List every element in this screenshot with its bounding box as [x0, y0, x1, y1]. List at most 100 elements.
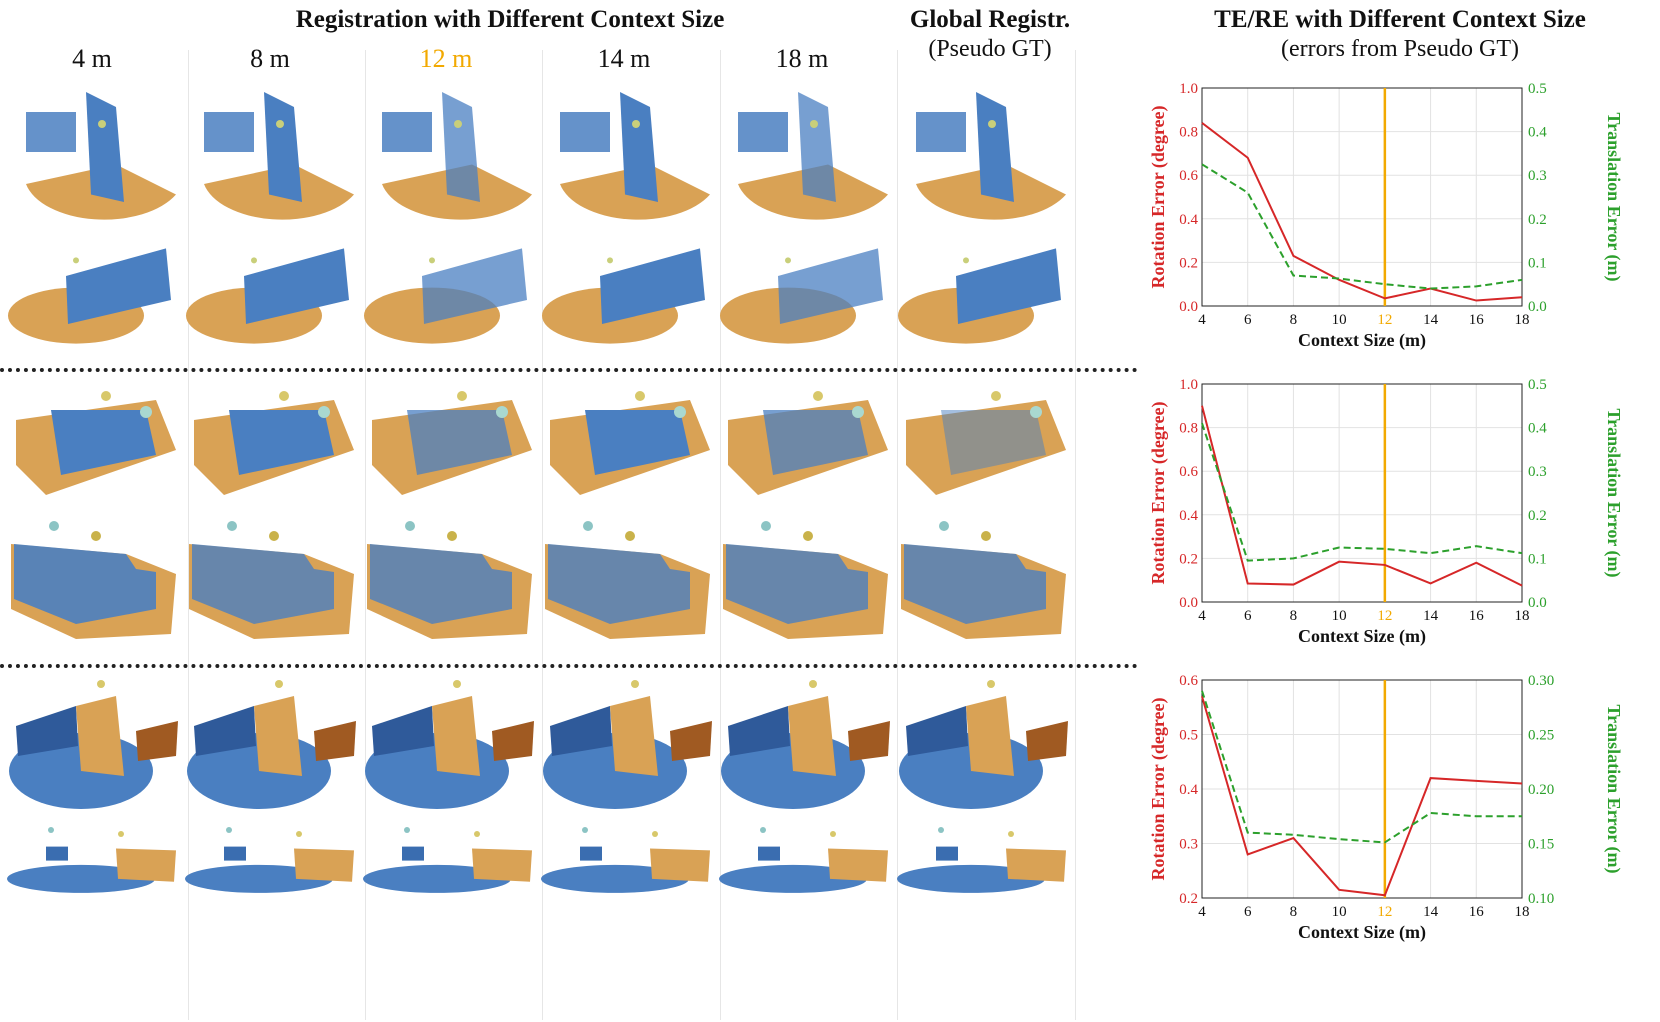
pointcloud-thumbnail-r5-c3 [362, 676, 538, 816]
x-tick-label: 6 [1244, 312, 1252, 328]
pointcloud-thumbnail-r3-c3 [362, 380, 538, 505]
plot-frame [1201, 383, 1523, 603]
pointcloud-thumbnail-r2-c5 [718, 234, 894, 354]
chart-panel-title: TE/RE with Different Context Size [1214, 6, 1586, 33]
column-header-14m: 14 m [597, 44, 651, 73]
pointcloud-thumbnail-r4-c3 [362, 514, 538, 644]
translation-error-line [1201, 422, 1523, 562]
pointcloud-thumbnail-r6-c4 [540, 820, 716, 915]
error-chart-2: 4 6 8 10 12 14 16 18 0.0 0.2 0.4 0.6 0.8 1.0 0.0 0.1 0.2… [1140, 374, 1660, 664]
x-tick-label: 4 [1198, 312, 1206, 328]
pointcloud-thumbnail-r4-c5 [718, 514, 894, 644]
chart-panel-subtitle: (errors from Pseudo GT) [1281, 36, 1519, 62]
pointcloud-thumbnail-r4-c4 [540, 514, 716, 644]
x-tick-label: 4 [1198, 904, 1206, 920]
pointcloud-thumbnail-r2-c6 [896, 234, 1072, 354]
right-tick-label: 0.2 [1528, 508, 1547, 524]
left-tick-label: 0.6 [1179, 168, 1198, 184]
translation-error-line [1201, 163, 1523, 290]
left-axis-label: Rotation Error (degree) [1148, 106, 1169, 289]
left-tick-label: 0.4 [1179, 212, 1198, 228]
right-tick-label: 0.1 [1528, 551, 1547, 567]
right-axis-label: Translation Error (m) [1603, 113, 1624, 282]
right-tick-label: 0.5 [1528, 377, 1547, 393]
error-chart-3: 4 6 8 10 12 14 16 18 0.2 0.3 0.4 0.5 0.6 0.10 0.15 0.20… [1140, 670, 1660, 960]
x-tick-label: 10 [1332, 904, 1347, 920]
pointcloud-thumbnail-r1-c1 [6, 82, 182, 232]
x-tick-label: 14 [1423, 608, 1439, 624]
right-axis-label: Translation Error (m) [1603, 705, 1624, 874]
rotation-error-line [1201, 122, 1523, 302]
left-tick-label: 0.2 [1179, 255, 1198, 271]
right-tick-label: 0.5 [1528, 81, 1547, 97]
x-tick-label: 16 [1469, 312, 1485, 328]
pointcloud-thumbnail-r3-c5 [718, 380, 894, 505]
row-separator-1 [0, 368, 1138, 372]
left-tick-label: 0.2 [1179, 551, 1198, 567]
right-tick-label: 0.3 [1528, 464, 1547, 480]
right-tick-label: 0.4 [1528, 125, 1547, 141]
pointcloud-thumbnail-r5-c5 [718, 676, 894, 816]
x-axis-label: Context Size (m) [1298, 922, 1426, 943]
pointcloud-thumbnail-r5-c4 [540, 676, 716, 816]
pointcloud-thumbnail-r5-c2 [184, 676, 360, 816]
pointcloud-thumbnail-r3-c1 [6, 380, 182, 505]
global-registration-subtitle: (Pseudo GT) [928, 36, 1052, 62]
column-header-8m: 8 m [250, 44, 290, 73]
left-tick-label: 0.8 [1179, 125, 1198, 141]
x-tick-label: 4 [1198, 608, 1206, 624]
right-tick-label: 0.20 [1528, 782, 1554, 798]
x-axis-label: Context Size (m) [1298, 330, 1426, 351]
right-tick-label: 0.1 [1528, 255, 1547, 271]
right-tick-label: 0.4 [1528, 421, 1547, 437]
pointcloud-thumbnail-r4-c6 [896, 514, 1072, 644]
pointcloud-thumbnail-r6-c5 [718, 820, 894, 915]
right-tick-label: 0.30 [1528, 673, 1554, 689]
x-tick-label: 8 [1290, 312, 1298, 328]
column-header-12m: 12 m [419, 44, 473, 73]
left-tick-label: 0.0 [1179, 299, 1198, 315]
x-tick-label: 12 [1377, 904, 1392, 920]
left-tick-label: 0.8 [1179, 421, 1198, 437]
left-axis-label: Rotation Error (degree) [1148, 698, 1169, 881]
left-tick-label: 0.4 [1179, 508, 1198, 524]
right-tick-label: 0.10 [1528, 891, 1554, 907]
x-tick-label: 6 [1244, 904, 1252, 920]
pointcloud-thumbnail-r6-c3 [362, 820, 538, 915]
pointcloud-thumbnail-r6-c1 [6, 820, 182, 915]
right-tick-label: 0.0 [1528, 299, 1547, 315]
column-header-18m: 18 m [775, 44, 829, 73]
translation-error-line [1201, 690, 1522, 844]
x-tick-label: 8 [1290, 904, 1298, 920]
right-tick-label: 0.15 [1528, 837, 1554, 853]
rotation-error-line [1201, 696, 1523, 897]
left-tick-label: 0.4 [1179, 782, 1198, 798]
right-axis-label: Translation Error (m) [1603, 409, 1624, 578]
x-tick-label: 16 [1469, 608, 1485, 624]
left-tick-label: 0.2 [1179, 891, 1198, 907]
error-chart-1: 4 6 8 10 12 14 16 18 0.0 0.2 0.4 0.6 0.8 1.0 0.0 0.1 0.2… [1140, 78, 1660, 368]
column-header-4m: 4 m [72, 44, 112, 73]
x-tick-label: 12 [1377, 312, 1392, 328]
x-tick-label: 10 [1332, 608, 1347, 624]
x-tick-label: 14 [1423, 312, 1439, 328]
x-tick-label: 18 [1515, 904, 1530, 920]
pointcloud-thumbnail-r4-c2 [184, 514, 360, 644]
pointcloud-thumbnail-r2-c1 [6, 234, 182, 354]
pointcloud-thumbnail-r1-c4 [540, 82, 716, 232]
pointcloud-thumbnail-r2-c4 [540, 234, 716, 354]
row-separator-2 [0, 664, 1138, 668]
x-tick-label: 18 [1515, 312, 1530, 328]
pointcloud-thumbnail-r1-c6 [896, 82, 1072, 232]
right-tick-label: 0.3 [1528, 168, 1547, 184]
pointcloud-thumbnail-r3-c2 [184, 380, 360, 505]
right-tick-label: 0.2 [1528, 212, 1547, 228]
left-tick-label: 0.6 [1179, 673, 1198, 689]
x-tick-label: 14 [1423, 904, 1439, 920]
right-tick-label: 0.0 [1528, 595, 1547, 611]
pointcloud-thumbnail-r5-c1 [6, 676, 182, 816]
plot-frame [1201, 87, 1523, 307]
left-tick-label: 0.5 [1179, 728, 1198, 744]
x-tick-label: 16 [1469, 904, 1485, 920]
pointcloud-thumbnail-r1-c5 [718, 82, 894, 232]
